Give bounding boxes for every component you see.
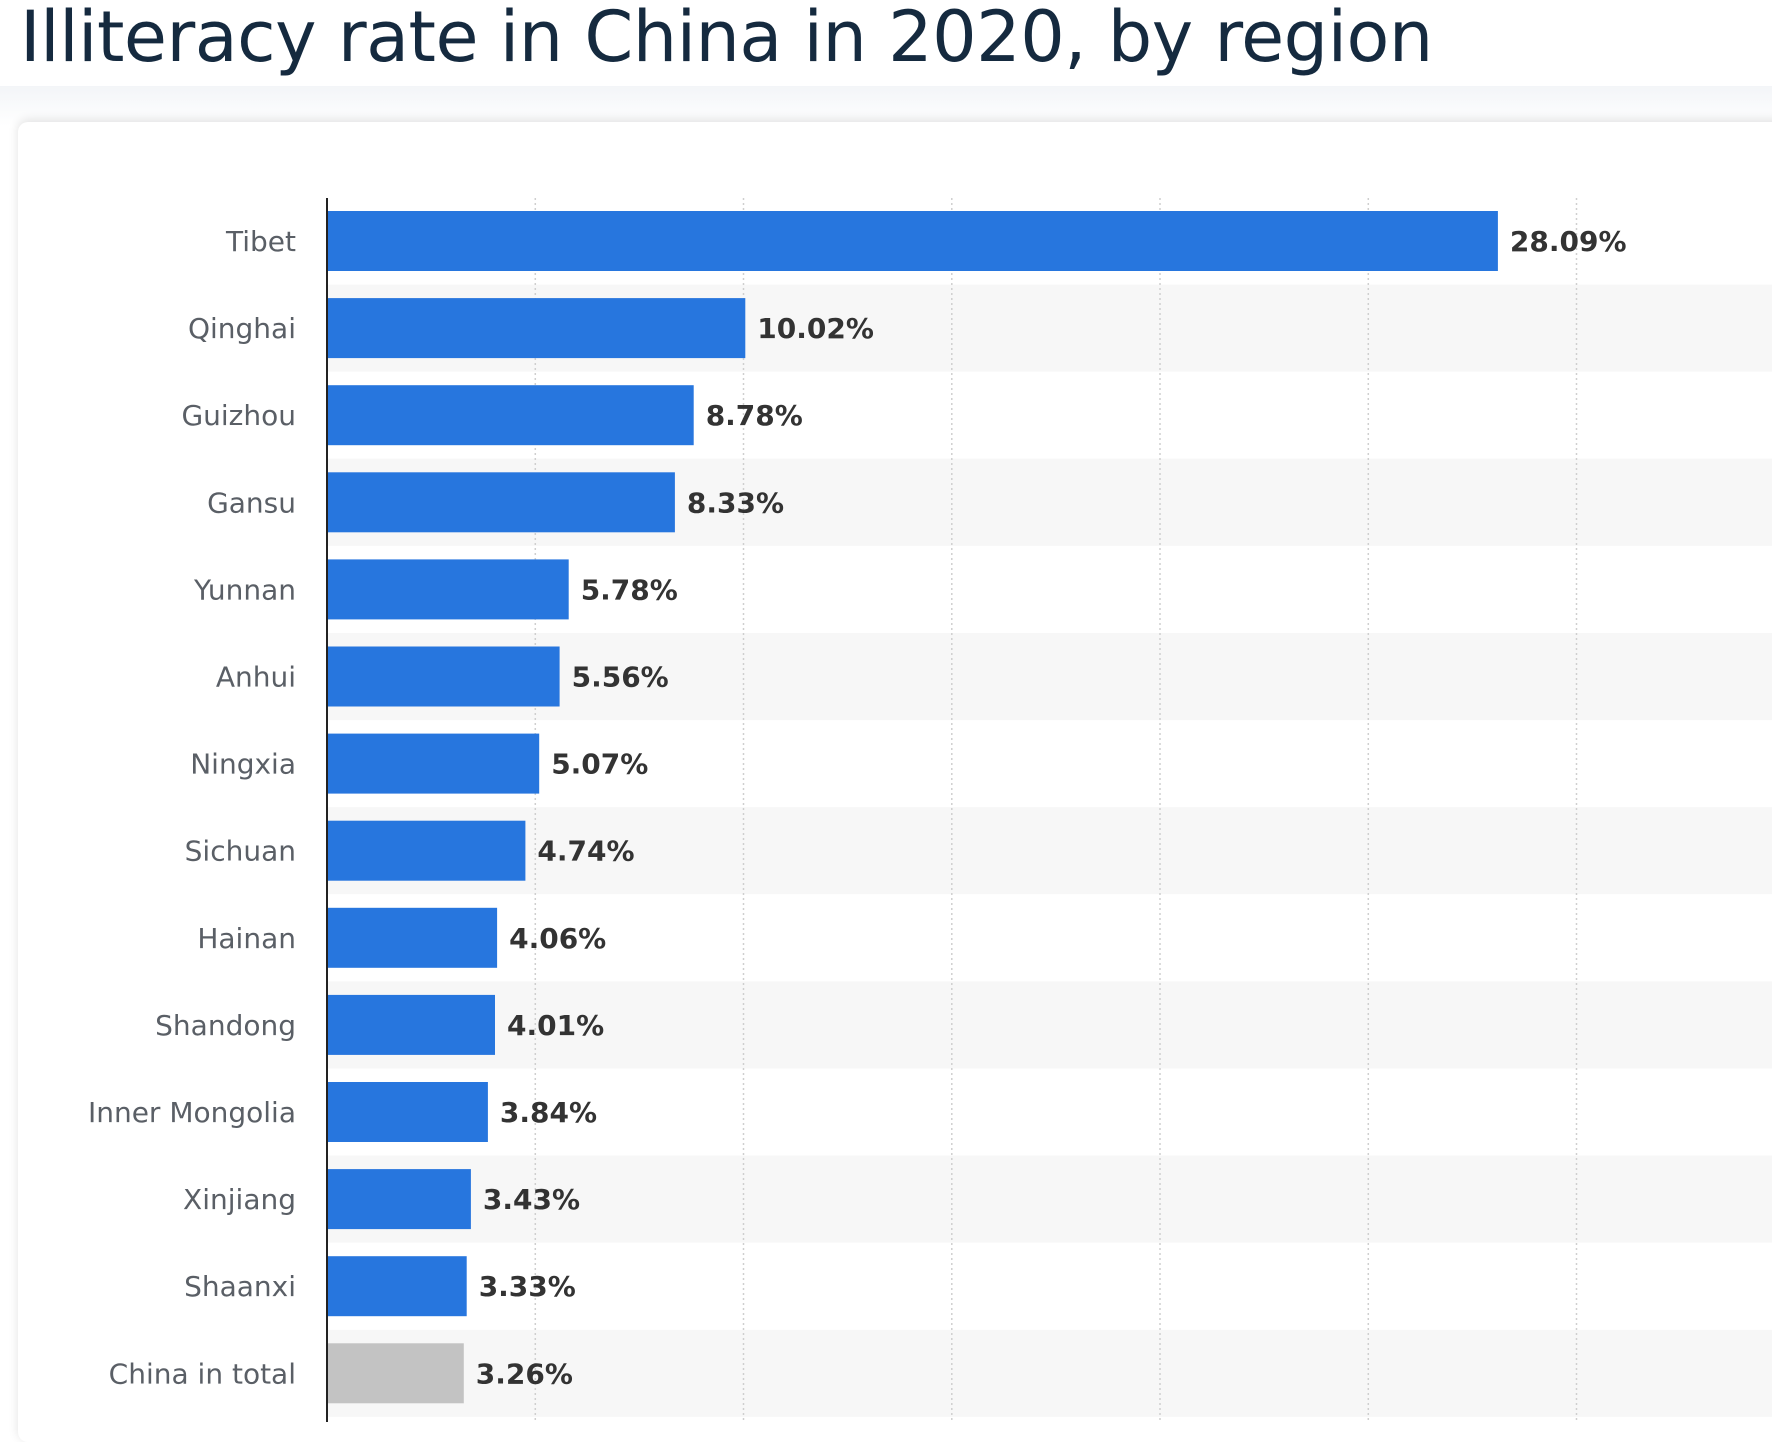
- value-label: 3.26%: [476, 1357, 573, 1390]
- category-label: Shandong: [155, 1009, 296, 1042]
- value-label: 3.43%: [483, 1183, 580, 1216]
- category-label: Hainan: [197, 922, 296, 955]
- header-fade: [0, 86, 1772, 126]
- category-label: Xinjiang: [183, 1183, 296, 1216]
- category-label: Sichuan: [185, 835, 296, 868]
- category-label: Shaanxi: [184, 1270, 296, 1303]
- category-label: Yunnan: [193, 573, 296, 606]
- category-label: Qinghai: [188, 312, 296, 345]
- bar: [328, 907, 498, 968]
- bar: [328, 1256, 467, 1317]
- value-label: 5.56%: [572, 661, 669, 694]
- page-title: Illiteracy rate in China in 2020, by reg…: [20, 0, 1433, 78]
- category-label: China in total: [109, 1357, 296, 1390]
- row-band: [327, 1155, 1772, 1243]
- bar: [328, 1082, 488, 1142]
- bar: [328, 820, 526, 881]
- bar: [328, 385, 694, 446]
- bar: [328, 472, 675, 533]
- bar: [328, 1169, 471, 1230]
- row-band: [327, 981, 1772, 1069]
- value-label: 8.33%: [687, 486, 784, 519]
- value-label: 3.84%: [500, 1096, 597, 1129]
- row-band: [327, 807, 1772, 895]
- category-label: Ningxia: [190, 748, 296, 781]
- value-label: 3.33%: [479, 1270, 576, 1303]
- bar: [328, 646, 560, 707]
- value-label: 4.06%: [509, 922, 606, 955]
- category-label: Inner Mongolia: [88, 1096, 296, 1129]
- category-label: Gansu: [207, 486, 296, 519]
- category-label: Anhui: [216, 661, 296, 694]
- bar: [328, 298, 746, 359]
- value-label: 8.78%: [706, 399, 803, 432]
- category-label: Tibet: [225, 225, 296, 258]
- value-label: 28.09%: [1510, 225, 1627, 258]
- value-label: 5.78%: [581, 573, 678, 606]
- value-label: 10.02%: [757, 312, 874, 345]
- bar: [328, 994, 495, 1055]
- value-label: 5.07%: [551, 748, 648, 781]
- bar: [328, 559, 569, 620]
- category-label: Guizhou: [181, 399, 296, 432]
- value-label: 4.01%: [507, 1009, 604, 1042]
- value-label: 4.74%: [537, 835, 634, 868]
- bar: [328, 211, 1498, 271]
- bar: [328, 1343, 464, 1404]
- row-band: [327, 633, 1772, 721]
- bar: [328, 733, 540, 794]
- row-band: [327, 1329, 1772, 1417]
